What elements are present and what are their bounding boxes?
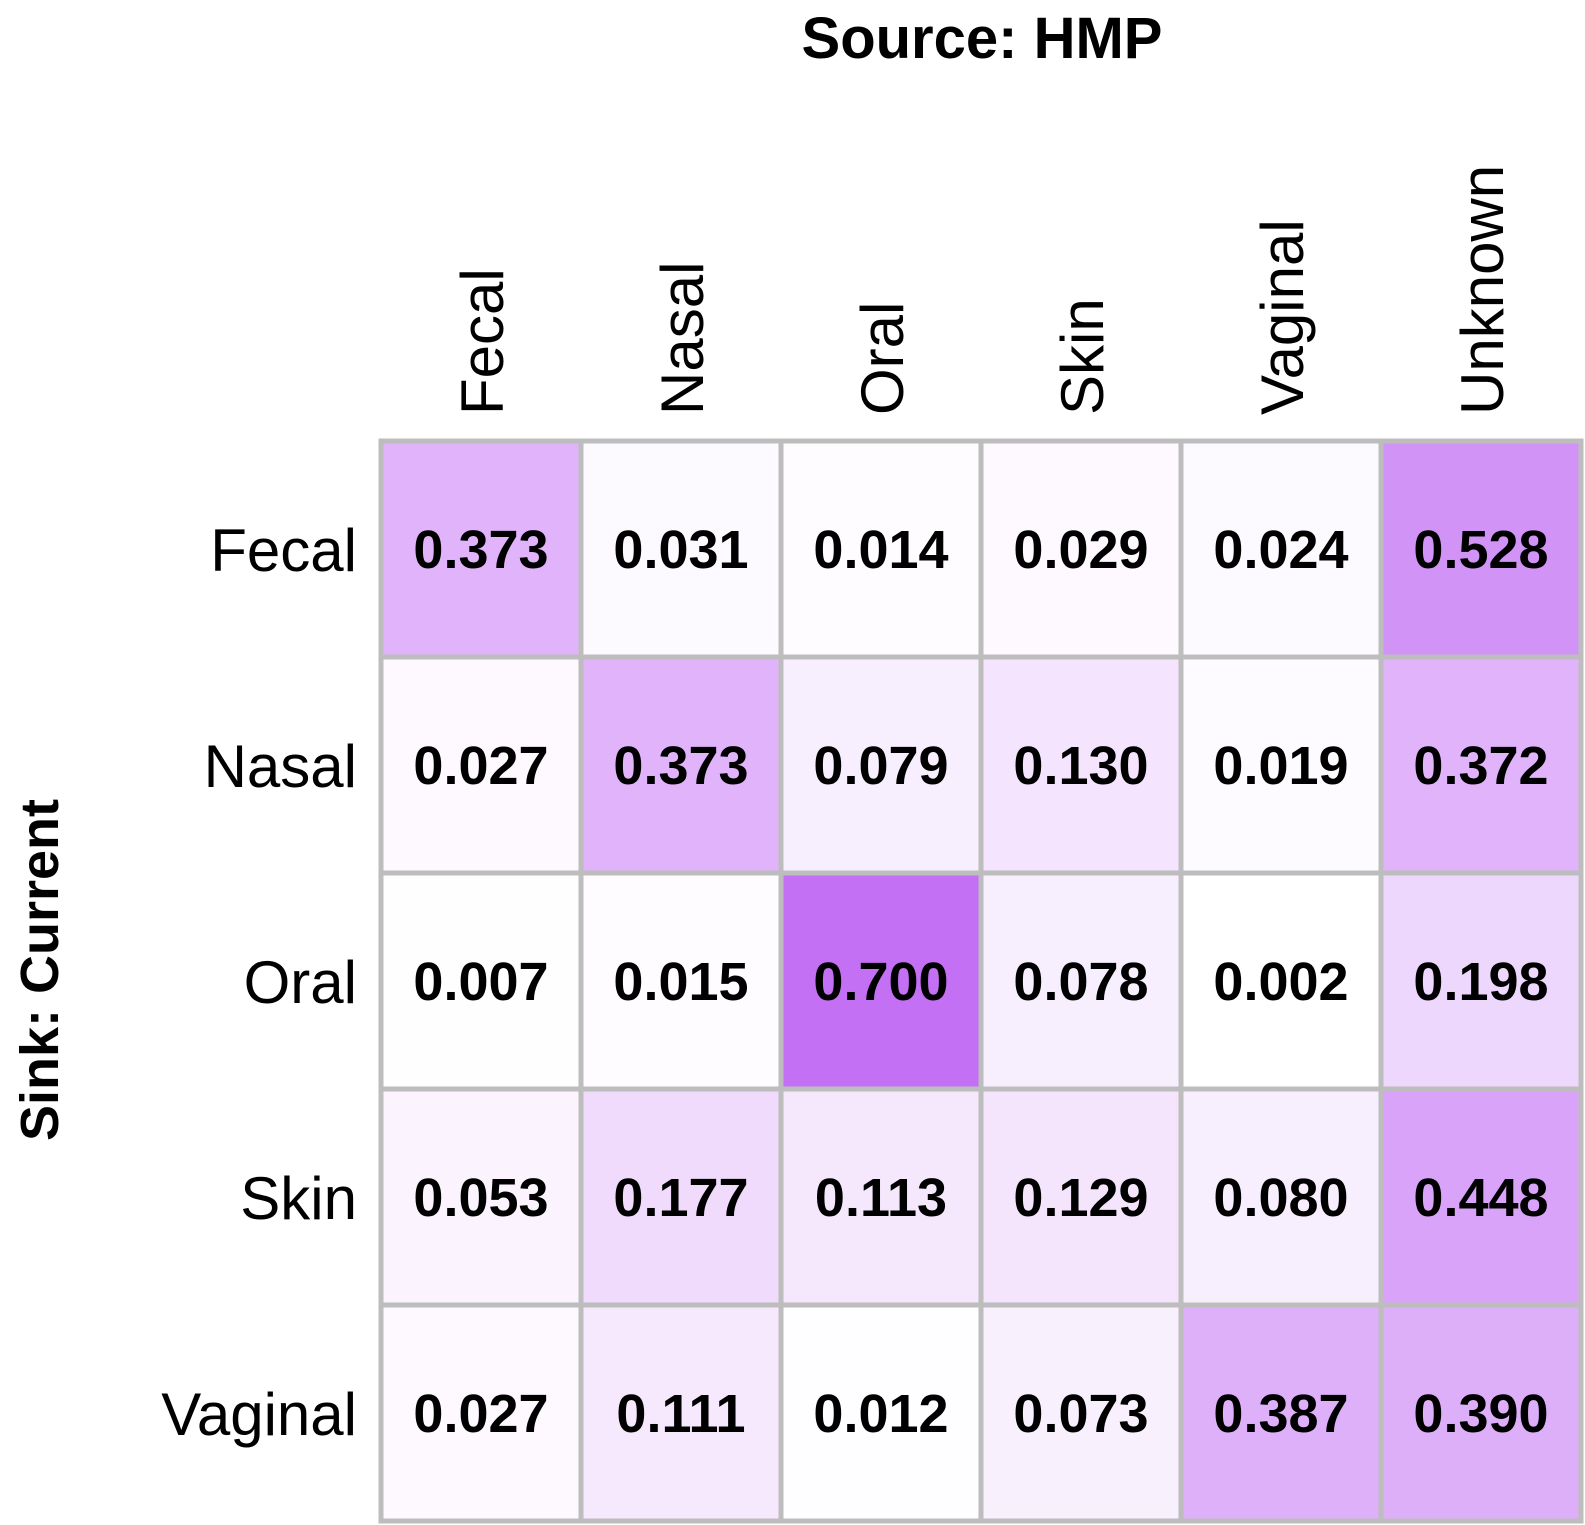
cell-value-label: 0.113 — [815, 1168, 947, 1228]
cell-value-label: 0.031 — [613, 520, 748, 580]
cell-value-label: 0.015 — [613, 952, 748, 1012]
cell-value-label: 0.372 — [1413, 736, 1548, 796]
heatmap-cell — [978, 654, 1184, 876]
heatmap-cell — [578, 438, 784, 660]
column-label-skin: Skin — [1049, 298, 1116, 415]
row-label-fecal: Fecal — [210, 517, 357, 584]
heatmap-cell — [378, 1086, 584, 1308]
heatmap-cell — [378, 438, 584, 660]
heatmap-cell — [778, 1302, 984, 1524]
cell-value-label: 0.700 — [813, 952, 948, 1012]
row-label-nasal: Nasal — [204, 733, 357, 800]
heatmap-cell — [1378, 1086, 1584, 1308]
heatmap-cell — [1178, 1086, 1384, 1308]
cell-value-label: 0.079 — [813, 736, 948, 796]
cell-value-label: 0.198 — [1413, 952, 1548, 1012]
cell-value-label: 0.027 — [413, 736, 548, 796]
cell-value-label: 0.078 — [1013, 952, 1148, 1012]
column-label-nasal: Nasal — [649, 262, 716, 415]
y-axis-label: Sink: Current — [10, 799, 70, 1141]
heatmap-cells: 0.373 0.031 0.014 0.029 0.024 0.528 0.027 0.373… — [378, 438, 1584, 1524]
row-label-vaginal: Vaginal — [161, 1381, 357, 1448]
heatmap-cell — [1178, 870, 1384, 1092]
column-tick-labels: Fecal Nasal Oral Skin Vaginal Unknown — [449, 165, 1516, 415]
heatmap-cell — [978, 1086, 1184, 1308]
cell-value-label: 0.053 — [413, 1168, 548, 1228]
cell-value-label: 0.002 — [1213, 952, 1348, 1012]
cell-value-label: 0.029 — [1013, 520, 1148, 580]
heatmap-cell — [1378, 1302, 1584, 1524]
column-label-oral: Oral — [849, 302, 916, 415]
heatmap-cell — [978, 1302, 1184, 1524]
heatmap-cell — [778, 1086, 984, 1308]
column-label-fecal: Fecal — [449, 268, 516, 415]
column-label-vaginal: Vaginal — [1249, 219, 1316, 415]
heatmap-cell — [1178, 1302, 1384, 1524]
row-label-oral: Oral — [244, 949, 357, 1016]
heatmap-cell — [978, 870, 1184, 1092]
cell-value-label: 0.387 — [1213, 1384, 1348, 1444]
heatmap-cell — [1378, 438, 1584, 660]
cell-value-label: 0.129 — [1013, 1168, 1148, 1228]
cell-value-label: 0.448 — [1413, 1168, 1548, 1228]
column-label-unknown: Unknown — [1449, 165, 1516, 415]
heatmap-cell — [1378, 870, 1584, 1092]
heatmap-cell — [578, 870, 784, 1092]
cell-value-label: 0.014 — [813, 520, 948, 580]
cell-value-label: 0.073 — [1013, 1384, 1148, 1444]
heatmap-cell — [578, 1086, 784, 1308]
cell-value-label: 0.130 — [1013, 736, 1148, 796]
cell-value-label: 0.390 — [1413, 1384, 1548, 1444]
cell-value-label: 0.528 — [1413, 520, 1548, 580]
cell-value-label: 0.019 — [1213, 736, 1348, 796]
chart-title: Source: HMP — [802, 6, 1163, 71]
cell-value-label: 0.373 — [413, 520, 548, 580]
row-label-skin: Skin — [240, 1165, 357, 1232]
heatmap-cell — [378, 1302, 584, 1524]
row-tick-labels: Fecal Nasal Oral Skin Vaginal — [161, 517, 357, 1448]
heatmap-cell — [1378, 654, 1584, 876]
cell-value-label: 0.024 — [1213, 520, 1348, 580]
cell-value-label: 0.111 — [616, 1384, 745, 1444]
cell-value-label: 0.373 — [613, 736, 748, 796]
heatmap-cell — [578, 654, 784, 876]
cell-value-label: 0.027 — [413, 1384, 548, 1444]
cell-value-label: 0.080 — [1213, 1168, 1348, 1228]
cell-value-label: 0.177 — [613, 1168, 748, 1228]
cell-value-label: 0.007 — [413, 952, 548, 1012]
cell-value-label: 0.012 — [813, 1384, 948, 1444]
